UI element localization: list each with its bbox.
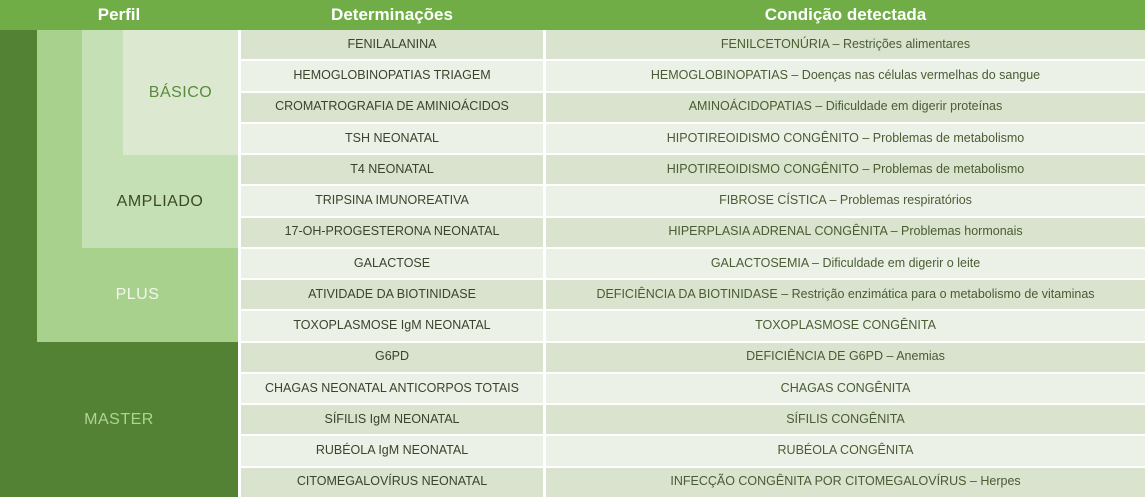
- table-header: Perfil Determinações Condição detectada: [0, 0, 1145, 30]
- profile-panel: BÁSICO AMPLIADO PLUS MASTER: [0, 30, 238, 497]
- cond-cell: SÍFILIS CONGÊNITA: [546, 405, 1145, 435]
- cond-cell: HIPERPLASIA ADRENAL CONGÊNITA – Problema…: [546, 217, 1145, 247]
- profile-block-basico: [123, 30, 238, 155]
- det-cell: T4 NEONATAL: [241, 155, 543, 185]
- cond-cell: DEFICIÊNCIA DA BIOTINIDASE – Restrição e…: [546, 280, 1145, 310]
- cond-cell: FENILCETONÚRIA – Restrições alimentares: [546, 30, 1145, 60]
- table-body: FENILALANINA FENILCETONÚRIA – Restrições…: [241, 30, 1145, 497]
- cond-cell: HIPOTIREOIDISMO CONGÊNITO – Problemas de…: [546, 123, 1145, 154]
- profile-label-ampliado: AMPLIADO: [116, 192, 204, 210]
- det-cell: FENILALANINA: [241, 30, 543, 60]
- det-cell: ATIVIDADE DA BIOTINIDASE: [241, 280, 543, 310]
- det-cell: CHAGAS NEONATAL ANTICORPOS TOTAIS: [241, 373, 543, 404]
- cond-cell: CHAGAS CONGÊNITA: [546, 373, 1145, 404]
- det-cell: TSH NEONATAL: [241, 123, 543, 154]
- det-cell: G6PD: [241, 342, 543, 372]
- column-header-condicao-detectada: Condição detectada: [764, 5, 927, 24]
- cond-cell: HEMOGLOBINOPATIAS – Doenças nas células …: [546, 61, 1145, 91]
- column-header-perfil: Perfil: [97, 5, 141, 24]
- det-cell: RUBÉOLA IgM NEONATAL: [241, 436, 543, 466]
- cond-cell: INFECÇÃO CONGÊNITA POR CITOMEGALOVÍRUS –…: [546, 467, 1145, 497]
- cond-cell: TOXOPLASMOSE CONGÊNITA: [546, 311, 1145, 341]
- cond-cell: RUBÉOLA CONGÊNITA: [546, 436, 1145, 466]
- cond-cell: AMINOÁCIDOPATIAS – Dificuldade em digeri…: [546, 92, 1145, 122]
- column-header-determinacoes: Determinações: [331, 5, 453, 24]
- cond-cell: GALACTOSEMIA – Dificuldade em digerir o …: [546, 248, 1145, 279]
- det-cell: SÍFILIS IgM NEONATAL: [241, 405, 543, 435]
- det-cell: 17-OH-PROGESTERONA NEONATAL: [241, 217, 543, 247]
- cond-cell: HIPOTIREOIDISMO CONGÊNITO – Problemas de…: [546, 155, 1145, 185]
- det-cell: TOXOPLASMOSE IgM NEONATAL: [241, 311, 543, 341]
- det-cell: CITOMEGALOVÍRUS NEONATAL: [241, 467, 543, 497]
- profile-label-master: MASTER: [84, 410, 154, 428]
- det-cell: HEMOGLOBINOPATIAS TRIAGEM: [241, 61, 543, 91]
- det-cell: GALACTOSE: [241, 248, 543, 279]
- cond-cell: DEFICIÊNCIA DE G6PD – Anemias: [546, 342, 1145, 372]
- profile-label-plus: PLUS: [115, 286, 160, 303]
- cond-cell: FIBROSE CÍSTICA – Problemas respiratório…: [546, 186, 1145, 216]
- det-cell: TRIPSINA IMUNOREATIVA: [241, 186, 543, 216]
- profile-label-basico: BÁSICO: [148, 83, 213, 101]
- det-cell: CROMATROGRAFIA DE AMINIOÁCIDOS: [241, 92, 543, 122]
